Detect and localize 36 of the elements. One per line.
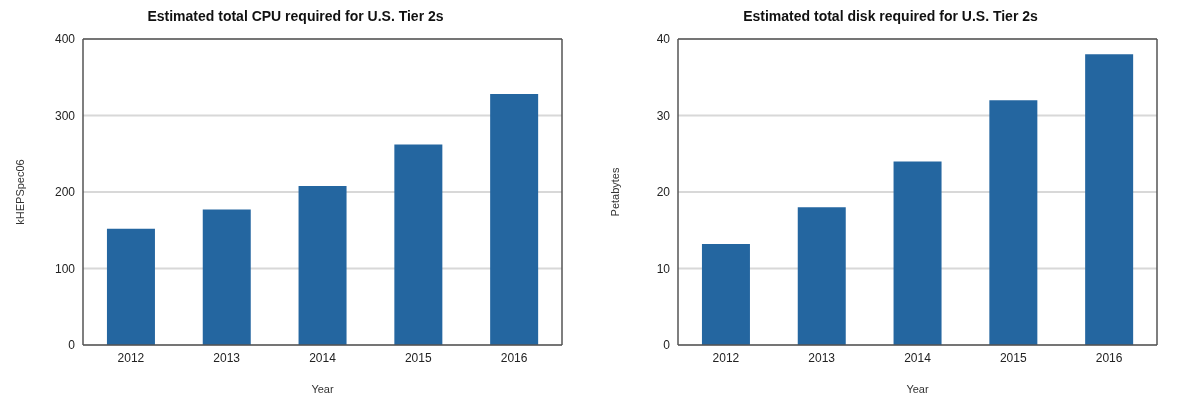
y-tick-label: 200: [54, 185, 76, 200]
x-tick-label: 2015: [404, 350, 432, 365]
x-axis-title: Year: [906, 383, 929, 395]
y-tick-label: 0: [68, 338, 76, 353]
y-tick-label: 400: [54, 32, 76, 47]
y-tick-label: 20: [656, 185, 671, 200]
bar: [1085, 54, 1134, 345]
y-tick-label: 30: [656, 108, 671, 123]
x-axis-title: Year: [311, 383, 334, 395]
x-tick-label: 2014: [309, 350, 337, 365]
x-tick-label: 2012: [712, 350, 740, 365]
bar: [490, 94, 539, 345]
y-tick-label: 10: [656, 261, 671, 276]
bar: [106, 228, 155, 345]
chart-title: Estimated total disk required for U.S. Tier 2s: [742, 8, 1039, 26]
bar: [394, 144, 443, 345]
x-tick-label: 2013: [808, 350, 836, 365]
y-axis-title: Petabytes: [608, 167, 621, 217]
x-tick-label: 2012: [117, 350, 145, 365]
x-tick-label: 2016: [500, 350, 528, 365]
bar: [893, 161, 942, 345]
y-tick-label: 0: [663, 338, 671, 353]
y-tick-label: 100: [54, 261, 76, 276]
x-tick-label: 2015: [999, 350, 1027, 365]
bar: [298, 185, 347, 345]
x-tick-label: 2014: [904, 350, 932, 365]
chart-title: Estimated total CPU required for U.S. Tier 2s: [146, 8, 445, 26]
x-tick-label: 2016: [1095, 350, 1123, 365]
bar: [701, 244, 750, 345]
y-tick-label: 300: [54, 108, 76, 123]
bar: [989, 100, 1038, 345]
y-axis-title: kHEPSpec06: [13, 159, 26, 225]
x-tick-label: 2013: [213, 350, 241, 365]
y-tick-label: 40: [656, 32, 671, 47]
bar: [797, 207, 846, 345]
bar: [202, 209, 251, 345]
